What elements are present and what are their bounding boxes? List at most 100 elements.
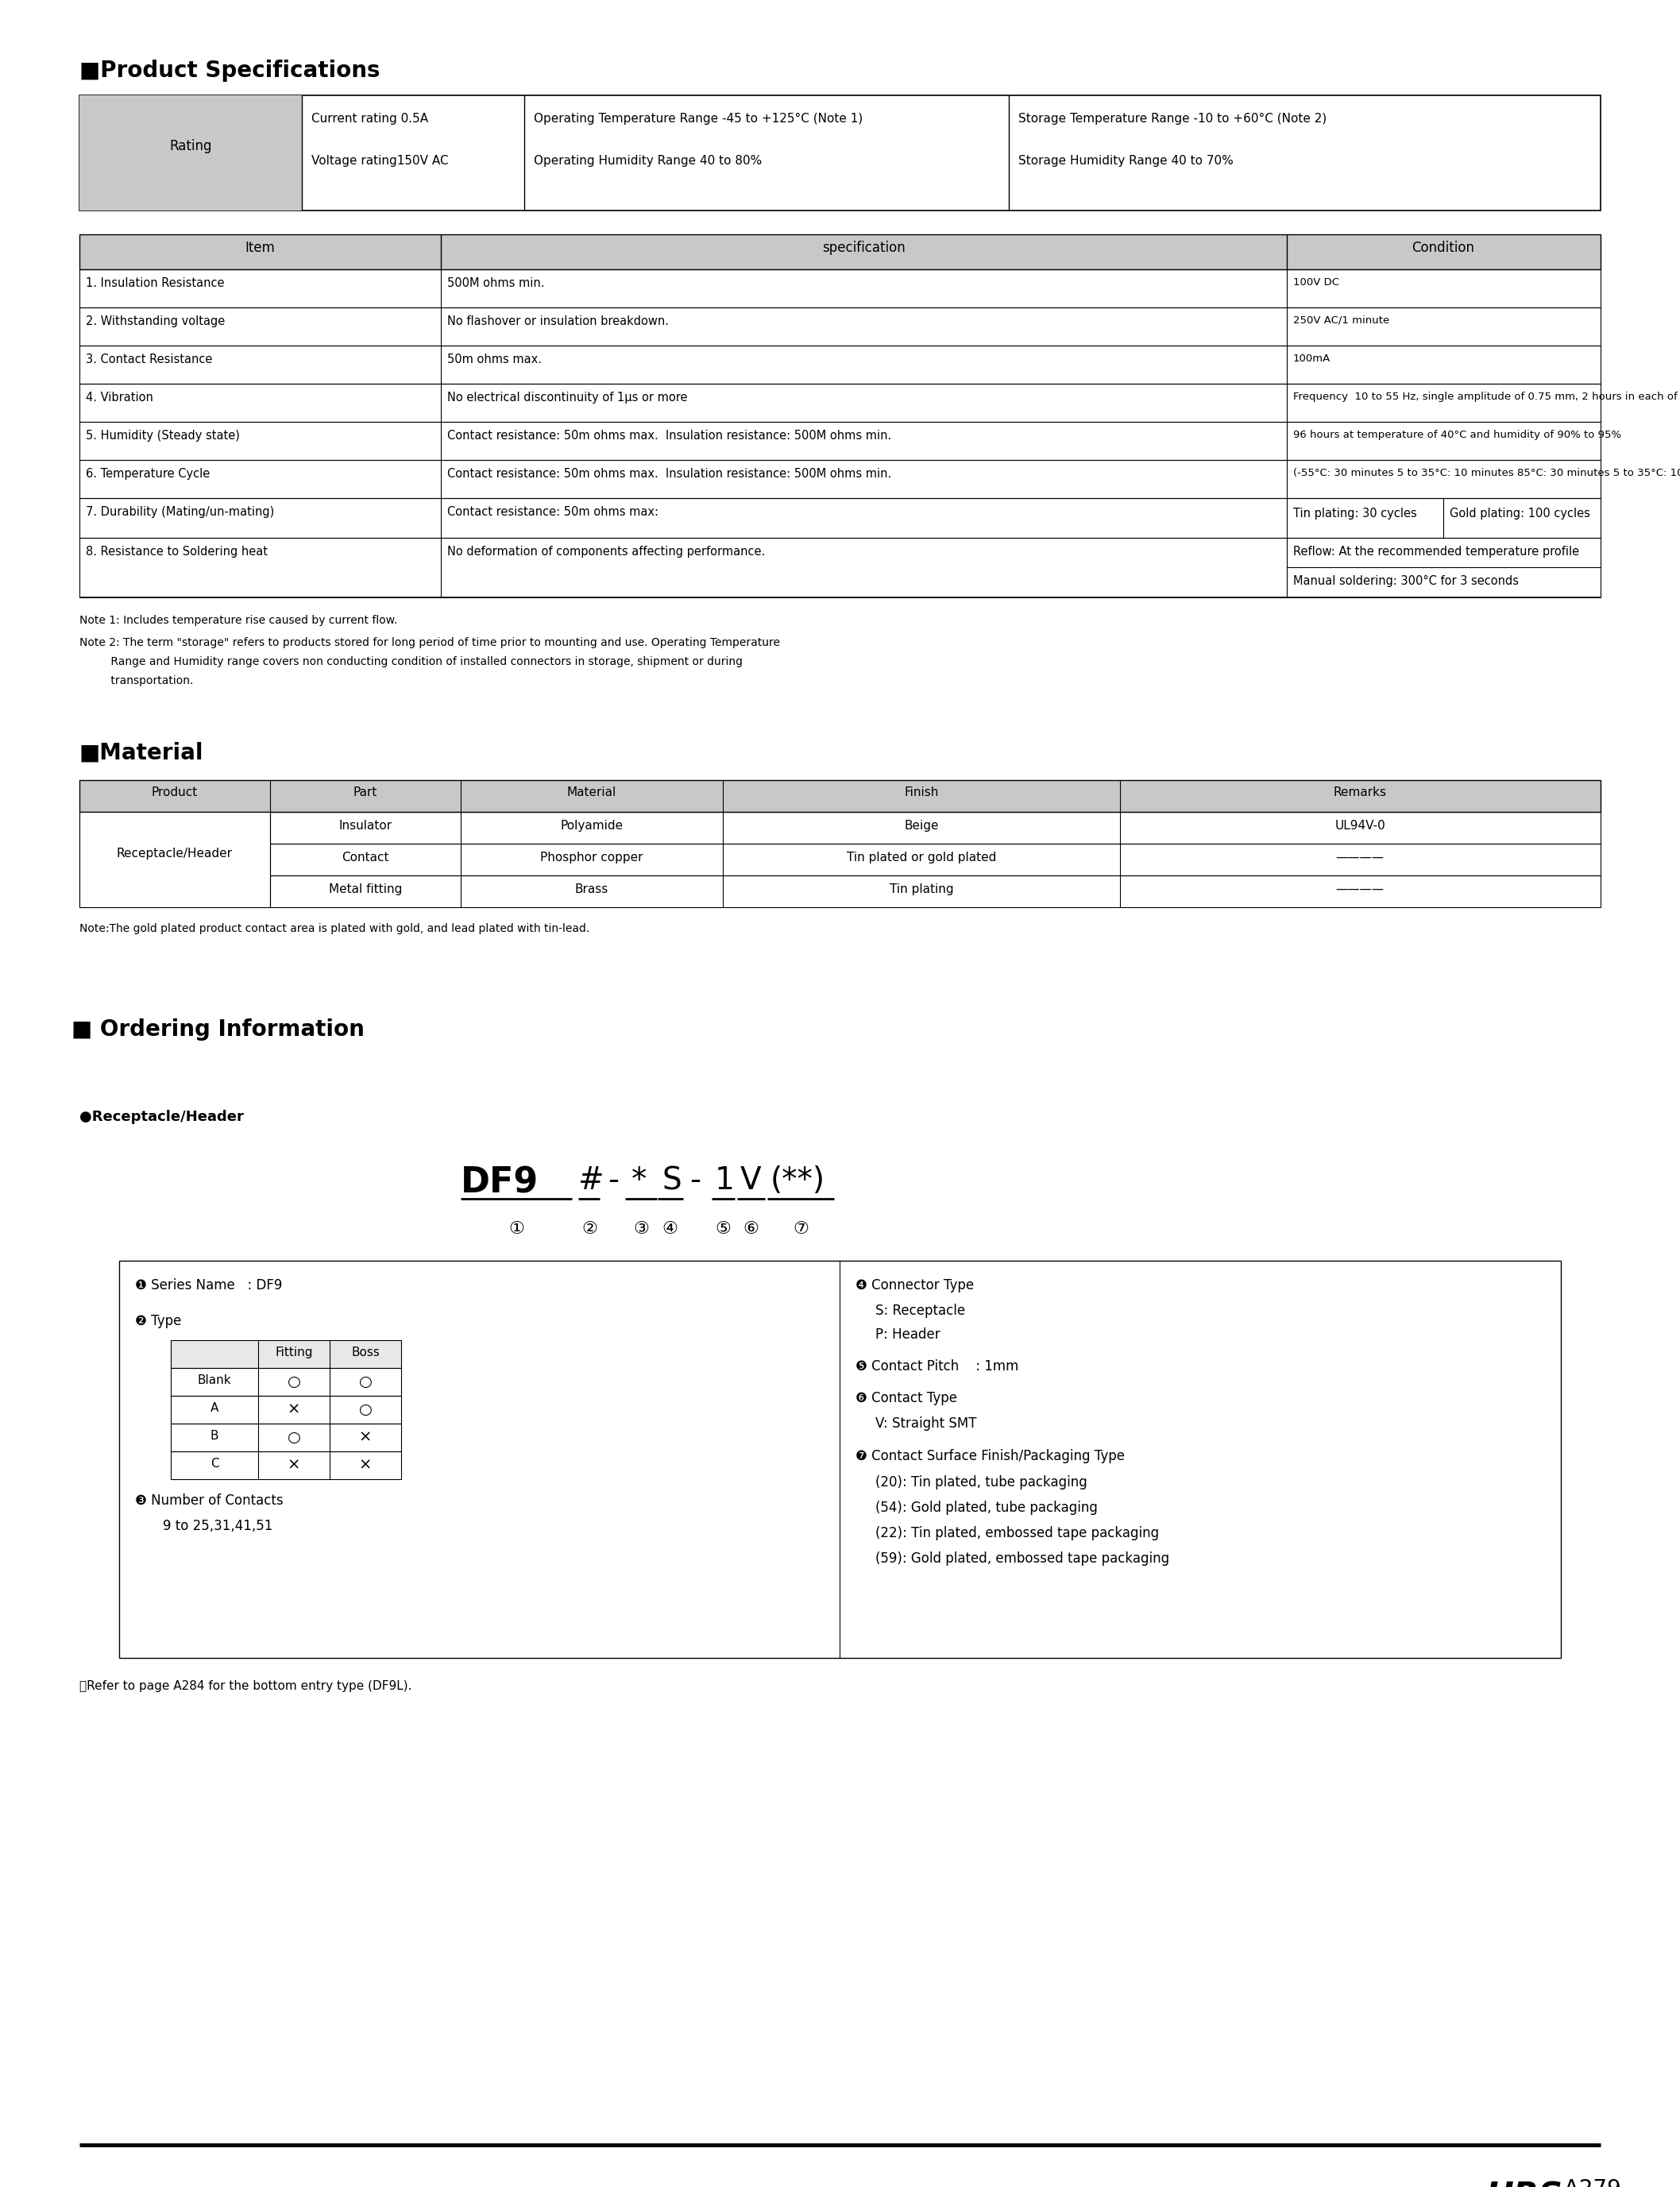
Bar bbox=[79, 459, 1601, 499]
Text: ×: × bbox=[360, 1430, 371, 1446]
Text: 5. Humidity (Steady state): 5. Humidity (Steady state) bbox=[86, 431, 240, 442]
Bar bbox=[79, 269, 1601, 308]
Text: Note:The gold plated product contact area is plated with gold, and lead plated w: Note:The gold plated product contact are… bbox=[79, 923, 590, 934]
Bar bbox=[171, 1424, 402, 1452]
Text: P: Header: P: Header bbox=[875, 1328, 941, 1343]
Bar bbox=[79, 538, 1601, 597]
Text: Voltage rating150V AC: Voltage rating150V AC bbox=[311, 155, 449, 166]
Text: Blank: Blank bbox=[198, 1373, 232, 1387]
Text: Contact: Contact bbox=[341, 851, 390, 864]
Text: (-55°C: 30 minutes 5 to 35°C: 10 minutes 85°C: 30 minutes 5 to 35°C: 10 minutes): (-55°C: 30 minutes 5 to 35°C: 10 minutes… bbox=[1294, 468, 1680, 479]
Text: specification: specification bbox=[822, 241, 906, 256]
Text: Receptacle/Header: Receptacle/Header bbox=[118, 846, 234, 859]
Text: No deformation of components affecting performance.: No deformation of components affecting p… bbox=[447, 547, 764, 558]
Text: Boss: Boss bbox=[351, 1347, 380, 1358]
Text: S: S bbox=[662, 1166, 680, 1196]
Text: 9 to 25,31,41,51: 9 to 25,31,41,51 bbox=[163, 1520, 272, 1533]
Text: ②: ② bbox=[581, 1220, 598, 1238]
Text: C: C bbox=[210, 1459, 218, 1470]
Text: ————: ———— bbox=[1336, 851, 1384, 864]
Text: Contact resistance: 50m ohms max.  Insulation resistance: 500M ohms min.: Contact resistance: 50m ohms max. Insula… bbox=[447, 468, 892, 479]
Text: A279: A279 bbox=[1557, 2178, 1621, 2187]
Bar bbox=[79, 383, 1601, 422]
Text: 1. Insulation Resistance: 1. Insulation Resistance bbox=[86, 278, 225, 289]
Text: Tin plated or gold plated: Tin plated or gold plated bbox=[847, 851, 996, 864]
Text: DF9: DF9 bbox=[460, 1166, 539, 1198]
Bar bbox=[171, 1452, 402, 1478]
Text: ○: ○ bbox=[358, 1373, 373, 1389]
Text: 100V DC: 100V DC bbox=[1294, 278, 1339, 286]
Text: Note 2: The term "storage" refers to products stored for long period of time pri: Note 2: The term "storage" refers to pro… bbox=[79, 636, 780, 647]
Bar bbox=[79, 346, 1601, 383]
Text: Reflow: At the recommended temperature profile: Reflow: At the recommended temperature p… bbox=[1294, 547, 1579, 558]
Bar bbox=[79, 96, 1601, 210]
Text: 6. Temperature Cycle: 6. Temperature Cycle bbox=[86, 468, 210, 479]
Text: 7. Durability (Mating/un-mating): 7. Durability (Mating/un-mating) bbox=[86, 505, 274, 518]
Text: Storage Temperature Range -10 to +60°C (Note 2): Storage Temperature Range -10 to +60°C (… bbox=[1018, 114, 1327, 125]
Text: HRS: HRS bbox=[1485, 2180, 1562, 2187]
Text: ×: × bbox=[287, 1459, 301, 1472]
Text: ❼ Contact Surface Finish/Packaging Type: ❼ Contact Surface Finish/Packaging Type bbox=[855, 1450, 1126, 1463]
Text: ○: ○ bbox=[287, 1373, 301, 1389]
Text: ❸ Number of Contacts: ❸ Number of Contacts bbox=[134, 1494, 284, 1507]
Text: 2. Withstanding voltage: 2. Withstanding voltage bbox=[86, 315, 225, 328]
Text: Operating Temperature Range -45 to +125°C (Note 1): Operating Temperature Range -45 to +125°… bbox=[534, 114, 864, 125]
Text: ⑦: ⑦ bbox=[793, 1220, 808, 1238]
Bar bbox=[79, 96, 302, 210]
Bar bbox=[79, 422, 1601, 459]
Text: Gold plating: 100 cycles: Gold plating: 100 cycles bbox=[1450, 507, 1591, 521]
Text: Tin plating: 30 cycles: Tin plating: 30 cycles bbox=[1294, 507, 1416, 521]
Text: ❻ Contact Type: ❻ Contact Type bbox=[855, 1391, 958, 1406]
Text: ＊Refer to page A284 for the bottom entry type (DF9L).: ＊Refer to page A284 for the bottom entry… bbox=[79, 1680, 412, 1693]
Text: Contact resistance: 50m ohms max.  Insulation resistance: 500M ohms min.: Contact resistance: 50m ohms max. Insula… bbox=[447, 431, 892, 442]
Text: ■Material: ■Material bbox=[79, 741, 203, 763]
Text: Fitting: Fitting bbox=[276, 1347, 312, 1358]
Text: ⑤: ⑤ bbox=[716, 1220, 731, 1238]
Bar bbox=[171, 1341, 402, 1367]
Text: Storage Humidity Range 40 to 70%: Storage Humidity Range 40 to 70% bbox=[1018, 155, 1233, 166]
Text: ×: × bbox=[360, 1459, 371, 1472]
Bar bbox=[79, 781, 1601, 811]
Text: 500M ohms min.: 500M ohms min. bbox=[447, 278, 544, 289]
Text: Beige: Beige bbox=[904, 820, 939, 831]
Text: Brass: Brass bbox=[575, 884, 608, 894]
Text: (54): Gold plated, tube packaging: (54): Gold plated, tube packaging bbox=[875, 1500, 1097, 1516]
Text: Item: Item bbox=[245, 241, 276, 256]
Text: Note 1: Includes temperature rise caused by current flow.: Note 1: Includes temperature rise caused… bbox=[79, 615, 398, 625]
Text: ❺ Contact Pitch    : 1mm: ❺ Contact Pitch : 1mm bbox=[855, 1360, 1018, 1373]
Text: 4. Vibration: 4. Vibration bbox=[86, 391, 153, 405]
Text: #: # bbox=[578, 1166, 605, 1196]
Text: Operating Humidity Range 40 to 80%: Operating Humidity Range 40 to 80% bbox=[534, 155, 763, 166]
Text: (59): Gold plated, embossed tape packaging: (59): Gold plated, embossed tape packagi… bbox=[875, 1551, 1169, 1566]
Text: (**): (**) bbox=[771, 1166, 825, 1196]
Text: *: * bbox=[632, 1166, 647, 1196]
Text: ■Product Specifications: ■Product Specifications bbox=[79, 59, 380, 81]
Bar bbox=[171, 1367, 402, 1395]
Text: A: A bbox=[210, 1402, 218, 1415]
Text: Part: Part bbox=[353, 787, 378, 798]
Text: -: - bbox=[608, 1166, 618, 1196]
Text: No electrical discontinuity of 1μs or more: No electrical discontinuity of 1μs or mo… bbox=[447, 391, 687, 405]
Text: Phosphor copper: Phosphor copper bbox=[541, 851, 643, 864]
Bar bbox=[119, 1260, 1561, 1658]
Bar bbox=[171, 1395, 402, 1424]
Text: (22): Tin plated, embossed tape packaging: (22): Tin plated, embossed tape packagin… bbox=[875, 1527, 1159, 1540]
Text: Contact resistance: 50m ohms max:: Contact resistance: 50m ohms max: bbox=[447, 505, 659, 518]
Text: ❶ Series Name   : DF9: ❶ Series Name : DF9 bbox=[134, 1277, 282, 1293]
Text: ————: ———— bbox=[1336, 884, 1384, 894]
Text: Current rating 0.5A: Current rating 0.5A bbox=[311, 114, 428, 125]
Text: -: - bbox=[689, 1166, 701, 1196]
Text: 100mA: 100mA bbox=[1294, 354, 1331, 363]
Text: Manual soldering: 300°C for 3 seconds: Manual soldering: 300°C for 3 seconds bbox=[1294, 575, 1519, 586]
Text: Rating: Rating bbox=[170, 140, 212, 153]
Text: Product: Product bbox=[151, 787, 198, 798]
Text: V: V bbox=[741, 1166, 761, 1196]
Text: ○: ○ bbox=[358, 1402, 373, 1417]
Text: Metal fitting: Metal fitting bbox=[329, 884, 402, 894]
Text: 3. Contact Resistance: 3. Contact Resistance bbox=[86, 354, 212, 365]
Bar bbox=[79, 811, 270, 908]
Text: ×: × bbox=[287, 1402, 301, 1417]
Text: 50m ohms max.: 50m ohms max. bbox=[447, 354, 541, 365]
Bar bbox=[79, 308, 1601, 346]
Text: ①: ① bbox=[509, 1220, 524, 1238]
